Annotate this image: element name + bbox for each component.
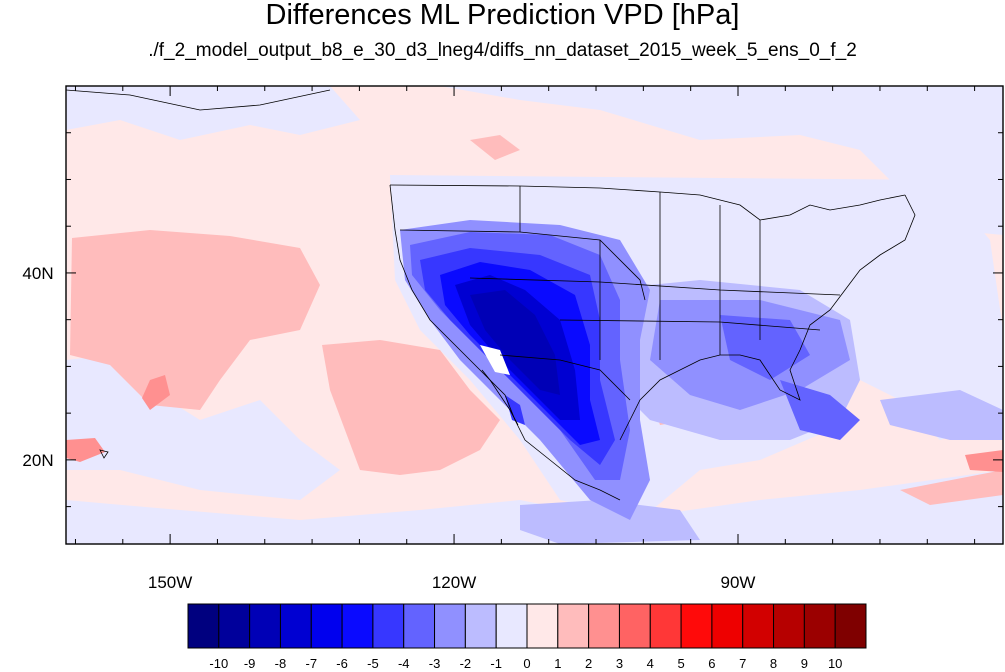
colorbar-label: 10 xyxy=(828,656,842,671)
pink-regions xyxy=(70,135,1003,505)
x-tick-label: 150W xyxy=(148,573,192,592)
colorbar-box xyxy=(279,603,312,649)
colorbar-box xyxy=(249,603,281,649)
colorbar-box xyxy=(773,603,805,649)
salmon-spots xyxy=(66,375,1003,472)
coastlines xyxy=(65,89,916,501)
colorbar-label: -5 xyxy=(367,656,379,671)
field-layer xyxy=(66,86,1003,544)
colorbar-box xyxy=(187,603,220,649)
colorbar-label: -1 xyxy=(490,656,502,671)
colorbar-label: 1 xyxy=(554,656,561,671)
colorbar-box xyxy=(649,603,682,649)
colorbar-box xyxy=(372,603,405,649)
colorbar-label: 2 xyxy=(585,656,592,671)
blue-anomaly-bands xyxy=(520,280,1003,544)
colorbar-label: 3 xyxy=(616,656,623,671)
colorbar-label: -2 xyxy=(460,656,472,671)
colorbar-box xyxy=(557,603,590,649)
colorbar-label: 4 xyxy=(647,656,654,671)
colorbar: -10 -9 -8 -7 -6 -5 -4 -3 -2 -1 0 1 2 3 4 5 6 7 8 9 10 xyxy=(187,603,867,671)
colorbar-box xyxy=(618,603,651,649)
colorbar-box xyxy=(434,603,466,649)
colorbar-label: -8 xyxy=(275,656,287,671)
west-anomaly xyxy=(400,220,650,520)
colorbar-label: 9 xyxy=(801,656,808,671)
colorbar-label: -4 xyxy=(398,656,410,671)
colorbar-box xyxy=(495,603,528,649)
colorbar-label: 5 xyxy=(677,656,684,671)
colorbar-label: -3 xyxy=(429,656,441,671)
colorbar-box xyxy=(834,603,867,649)
axis-ticks: 150W 120W 90W 40N 20N xyxy=(22,85,1003,592)
colorbar-label: -6 xyxy=(336,656,348,671)
colorbar-box xyxy=(742,603,775,649)
colorbar-box xyxy=(588,603,620,649)
colorbar-box xyxy=(341,603,374,649)
colorbar-label: -10 xyxy=(209,656,228,671)
map-subtitle: ./f_2_model_output_b8_e_30_d3_lneg4/diff… xyxy=(148,40,857,61)
colorbar-label: -9 xyxy=(244,656,256,671)
colorbar-label: 0 xyxy=(523,656,530,671)
colorbar-box xyxy=(711,603,744,649)
colorbar-box xyxy=(403,603,436,649)
colorbar-box xyxy=(803,603,836,649)
colorbar-box xyxy=(526,603,559,649)
plot-frame xyxy=(65,85,1004,545)
map-title: Differences ML Prediction VPD [hPa] xyxy=(265,0,740,31)
colorbar-label: -7 xyxy=(305,656,317,671)
colorbar-box xyxy=(218,603,251,649)
colorbar-label: 7 xyxy=(739,656,746,671)
x-tick-label: 120W xyxy=(432,573,476,592)
y-tick-label: 20N xyxy=(22,451,53,470)
y-tick-label: 40N xyxy=(22,264,53,283)
colorbar-box xyxy=(680,603,713,649)
colorbar-label: 6 xyxy=(708,656,715,671)
colorbar-box xyxy=(310,603,343,649)
colorbar-label: 8 xyxy=(770,656,777,671)
colorbar-box xyxy=(464,603,497,649)
x-tick-label: 90W xyxy=(721,573,756,592)
